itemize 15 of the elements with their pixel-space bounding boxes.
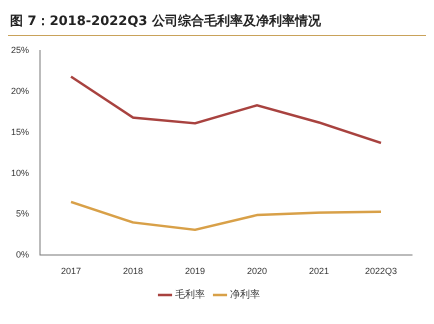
y-tick-label: 5% [16,208,30,219]
x-tick-label: 2019 [184,266,206,276]
chart-title: 图 7：2018-2022Q3 公司综合毛利率及净利率情况 [8,8,426,36]
y-tick-label: 20% [11,86,30,96]
x-tick-label: 2021 [308,266,330,276]
legend-label: 毛利率 [175,288,205,301]
y-tick-label: 0% [16,250,30,260]
x-tick-label: 2018 [122,266,144,276]
y-tick-label: 25% [11,44,30,55]
y-tick-label: 10% [11,168,30,178]
x-tick-label: 2017 [60,266,82,276]
legend-label: 净利率 [230,288,260,301]
x-tick-label: 2020 [246,266,268,276]
x-tick-label: 2022Q3 [364,266,398,276]
y-tick-label: 15% [11,126,30,137]
